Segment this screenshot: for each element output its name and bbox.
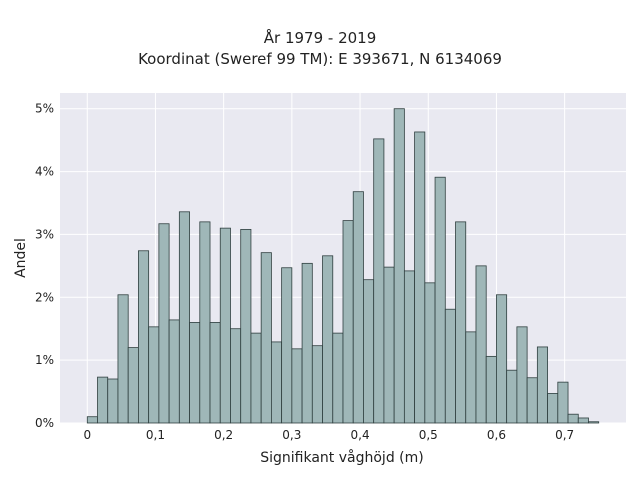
y-tick-label: 3% — [35, 227, 54, 241]
histogram-bar — [588, 421, 600, 424]
y-tick-label: 0% — [35, 416, 54, 430]
x-tick-label: 0,2 — [214, 428, 233, 442]
histogram-bar — [414, 131, 426, 424]
histogram-bar — [260, 252, 272, 424]
histogram-bar — [393, 108, 405, 424]
histogram-bar — [485, 355, 497, 424]
bars — [86, 108, 600, 424]
y-tick-label: 5% — [35, 102, 54, 116]
histogram-bar — [138, 250, 150, 424]
histogram-bar — [158, 223, 170, 424]
y-tick-label: 1% — [35, 353, 54, 367]
histogram-bar — [301, 262, 313, 424]
histogram-bar — [465, 331, 477, 424]
histogram-bar — [352, 191, 364, 424]
histogram-bar — [434, 176, 446, 424]
chart-title: År 1979 - 2019 — [263, 29, 377, 47]
histogram-bar — [291, 348, 303, 424]
x-tick-label: 0,7 — [555, 428, 574, 442]
histogram-bar — [199, 221, 211, 424]
x-tick-label: 0,4 — [351, 428, 370, 442]
histogram-bar — [322, 255, 334, 424]
x-tick-label: 0,1 — [146, 428, 165, 442]
histogram-bar — [117, 294, 129, 424]
histogram-bar — [475, 265, 487, 424]
histogram-bar — [424, 282, 436, 424]
histogram-bar — [567, 413, 579, 424]
histogram-bar — [455, 221, 467, 424]
histogram-bar — [444, 308, 456, 424]
histogram-bar — [496, 294, 508, 424]
histogram-bar — [332, 332, 344, 424]
histogram-bar — [107, 378, 119, 424]
histogram-bar — [547, 393, 559, 424]
x-tick-label: 0 — [83, 428, 91, 442]
y-tick-label: 2% — [35, 290, 54, 304]
histogram-bar — [209, 322, 221, 424]
histogram-bar — [383, 266, 395, 424]
chart-subtitle: Koordinat (Sweref 99 TM): E 393671, N 61… — [138, 50, 502, 68]
histogram-bar — [230, 328, 242, 424]
x-axis-ticks: 0 0,1 0,2 0,3 0,4 0,5 0,6 0,7 — [83, 428, 574, 442]
histogram-bar — [311, 345, 323, 424]
histogram-bar — [373, 138, 385, 424]
histogram-bar — [403, 270, 416, 424]
y-axis-ticks: 0% 1% 2% 3% 4% 5% — [35, 102, 54, 430]
histogram-bar — [342, 220, 354, 424]
histogram-bar — [148, 326, 160, 424]
x-axis-label: Signifikant våghöjd (m) — [260, 449, 423, 466]
histogram-bar — [250, 332, 262, 424]
histogram-bar — [536, 346, 548, 424]
x-tick-label: 0,3 — [282, 428, 301, 442]
y-tick-label: 4% — [35, 165, 54, 179]
histogram-bar — [219, 227, 231, 424]
histogram-bar — [557, 381, 569, 424]
histogram-bar — [127, 347, 139, 424]
histogram-bar — [526, 377, 538, 424]
histogram-bar — [168, 319, 180, 424]
x-tick-label: 0,5 — [419, 428, 438, 442]
histogram-bar — [270, 341, 283, 424]
histogram-bar — [189, 322, 201, 424]
y-axis-label: Andel — [13, 238, 29, 278]
histogram-bar — [516, 326, 528, 424]
histogram-bar — [86, 416, 98, 424]
histogram-bar — [240, 228, 252, 424]
histogram-bar — [97, 376, 109, 424]
x-tick-label: 0,6 — [487, 428, 506, 442]
histogram-bar — [281, 267, 293, 424]
histogram-bar — [178, 211, 190, 424]
histogram-bar — [506, 369, 518, 424]
histogram-bar — [577, 417, 589, 424]
histogram-bar — [363, 279, 375, 424]
